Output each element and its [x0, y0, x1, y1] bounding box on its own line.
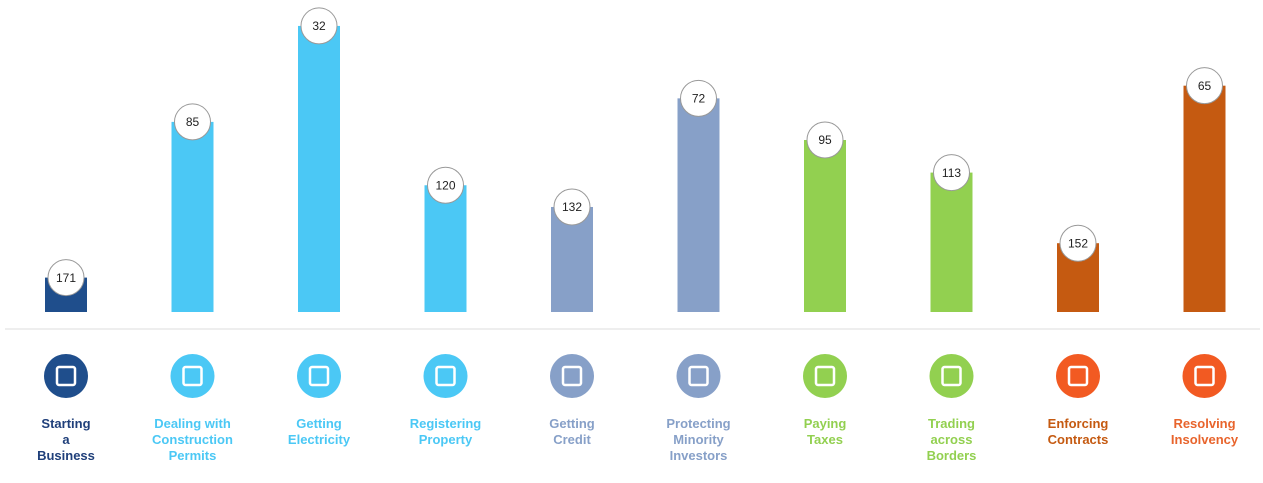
bar: [171, 121, 214, 312]
value-label: 32: [312, 19, 326, 33]
value-label: 132: [562, 200, 582, 214]
category-label: Dealing with Construction Permits: [133, 416, 253, 464]
value-label: 95: [818, 133, 832, 147]
category-label: Trading across Borders: [892, 416, 1012, 464]
category-icon: [929, 354, 974, 398]
icon-glyph: [55, 365, 77, 387]
category-icon: [44, 354, 88, 398]
value-label: 152: [1068, 236, 1088, 250]
category-text: Registering Property: [409, 416, 482, 447]
category-label: Protecting Minority Investors: [639, 416, 759, 464]
icon-glyph: [941, 365, 962, 387]
value-label: 113: [942, 166, 961, 180]
category-label: Registering Property: [386, 416, 506, 448]
category-text: Dealing with Construction Permits: [152, 416, 233, 463]
category-label: Paying Taxes: [765, 416, 885, 448]
category-text: Enforcing Contracts: [1047, 416, 1109, 447]
value-bubble: [427, 166, 464, 204]
category-icon: [170, 354, 215, 398]
category-label: Getting Credit: [512, 416, 632, 448]
bar: [1183, 85, 1226, 313]
bar: [804, 140, 846, 312]
bar: [930, 172, 973, 312]
value-label: 85: [186, 115, 200, 129]
category-text: Trading across Borders: [926, 416, 977, 463]
category-icon: [550, 354, 594, 398]
value-bubble: [553, 188, 591, 226]
value-bubble: [174, 103, 211, 141]
icon-glyph: [1194, 365, 1215, 387]
category-label: Starting a Business: [6, 416, 126, 464]
value-label: 171: [56, 271, 76, 285]
value-label: 65: [1198, 79, 1212, 93]
value-bubble: [47, 259, 85, 297]
icon-glyph: [1067, 365, 1089, 387]
value-bubble: [1186, 67, 1223, 105]
value-bubble: [300, 7, 338, 45]
value-bubble: [806, 121, 844, 159]
icon-glyph: [308, 365, 330, 387]
icon-glyph: [688, 365, 709, 387]
bar: [424, 185, 467, 312]
category-icon: [1056, 354, 1100, 398]
value-bubble: [1059, 224, 1097, 262]
category-icon: [297, 354, 341, 398]
bar: [298, 25, 340, 313]
icon-glyph: [435, 365, 456, 387]
category-text: Resolving Insolvency: [1170, 416, 1239, 447]
category-icon: [423, 354, 468, 398]
category-text: Starting a Business: [37, 416, 95, 463]
icon-glyph: [814, 365, 836, 387]
value-bubble: [680, 79, 717, 117]
category-label: Getting Electricity: [259, 416, 379, 448]
bar: [677, 98, 720, 312]
icon-glyph: [561, 365, 583, 387]
value-bubble: [933, 154, 970, 192]
value-label: 72: [692, 92, 706, 106]
category-icon: [1182, 354, 1227, 398]
category-text: Paying Taxes: [803, 416, 847, 447]
category-label: Enforcing Contracts: [1018, 416, 1138, 448]
icon-glyph: [182, 365, 203, 387]
value-label: 120: [435, 178, 455, 192]
category-icon: [676, 354, 721, 398]
category-text: Protecting Minority Investors: [666, 416, 731, 463]
category-icon: [803, 354, 847, 398]
category-label: Resolving Insolvency: [1145, 416, 1263, 448]
category-text: Getting Credit: [549, 416, 595, 447]
category-text: Getting Electricity: [287, 416, 351, 447]
